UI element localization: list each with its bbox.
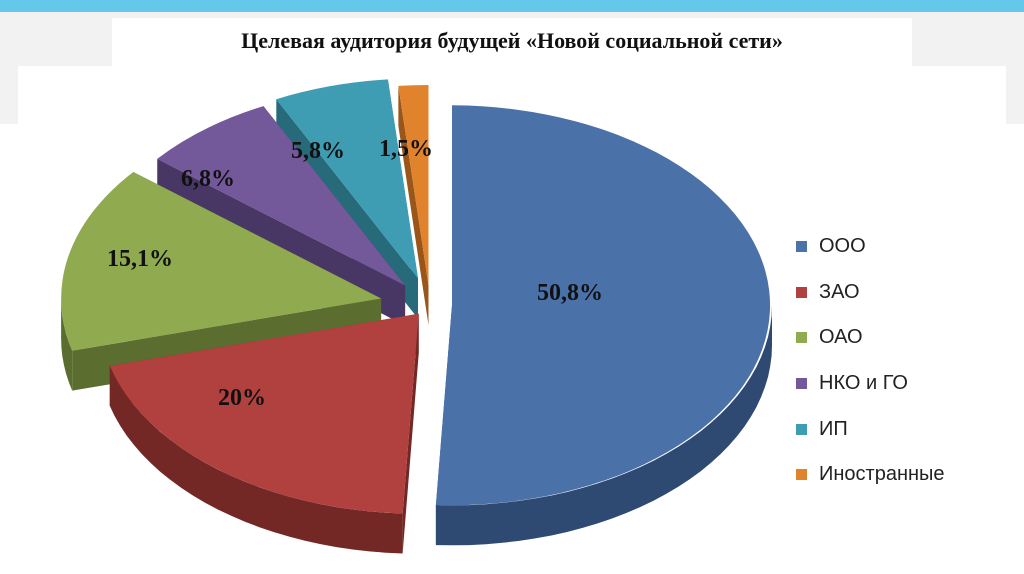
slide-title: Целевая аудитория будущей «Новой социаль… xyxy=(241,28,783,53)
pie-slice-side-foreign xyxy=(398,85,429,326)
legend-label: ИП xyxy=(819,417,848,440)
pie-slice-nko-go xyxy=(157,106,406,286)
legend-item-ooo: ООО xyxy=(796,224,1016,270)
data-label-ooo: 50,8% xyxy=(537,280,603,306)
data-label-ip: 5,8% xyxy=(291,138,345,164)
pie-slice-foreign xyxy=(398,85,429,286)
pie-slice-ooo xyxy=(435,105,771,506)
legend-label: ОАО xyxy=(819,326,863,349)
pie-slice-oao xyxy=(61,172,382,351)
top-accent-bar xyxy=(0,0,1024,12)
data-label-oao: 15,1% xyxy=(107,246,173,272)
legend-item-zao: ЗАО xyxy=(796,270,1016,316)
legend-item-oao: ОАО xyxy=(796,315,1016,361)
data-label-foreign: 1,5% xyxy=(379,136,433,162)
legend-swatch xyxy=(796,332,807,344)
legend-swatch xyxy=(796,423,807,435)
chart-legend: ООО ЗАО ОАО НКО и ГО ИП Иностранные xyxy=(796,224,1016,498)
legend-swatch xyxy=(796,469,807,481)
pie-slice-ip xyxy=(276,79,418,279)
legend-label: ЗАО xyxy=(819,280,860,303)
legend-label: Иностранные xyxy=(819,463,945,486)
legend-label: НКО и ГО xyxy=(819,372,908,395)
title-box xyxy=(112,18,912,68)
legend-swatch xyxy=(796,286,807,298)
data-label-zao: 20% xyxy=(218,385,266,411)
legend-item-nko-go: НКО и ГО xyxy=(796,361,1016,407)
legend-swatch xyxy=(796,378,807,390)
legend-label: ООО xyxy=(819,235,866,258)
legend-swatch xyxy=(796,241,807,253)
data-label-nko-go: 6,8% xyxy=(181,166,235,192)
legend-item-ip: ИП xyxy=(796,406,1016,452)
pie-slice-zao xyxy=(109,313,419,514)
legend-item-foreign: Иностранные xyxy=(796,452,1016,498)
